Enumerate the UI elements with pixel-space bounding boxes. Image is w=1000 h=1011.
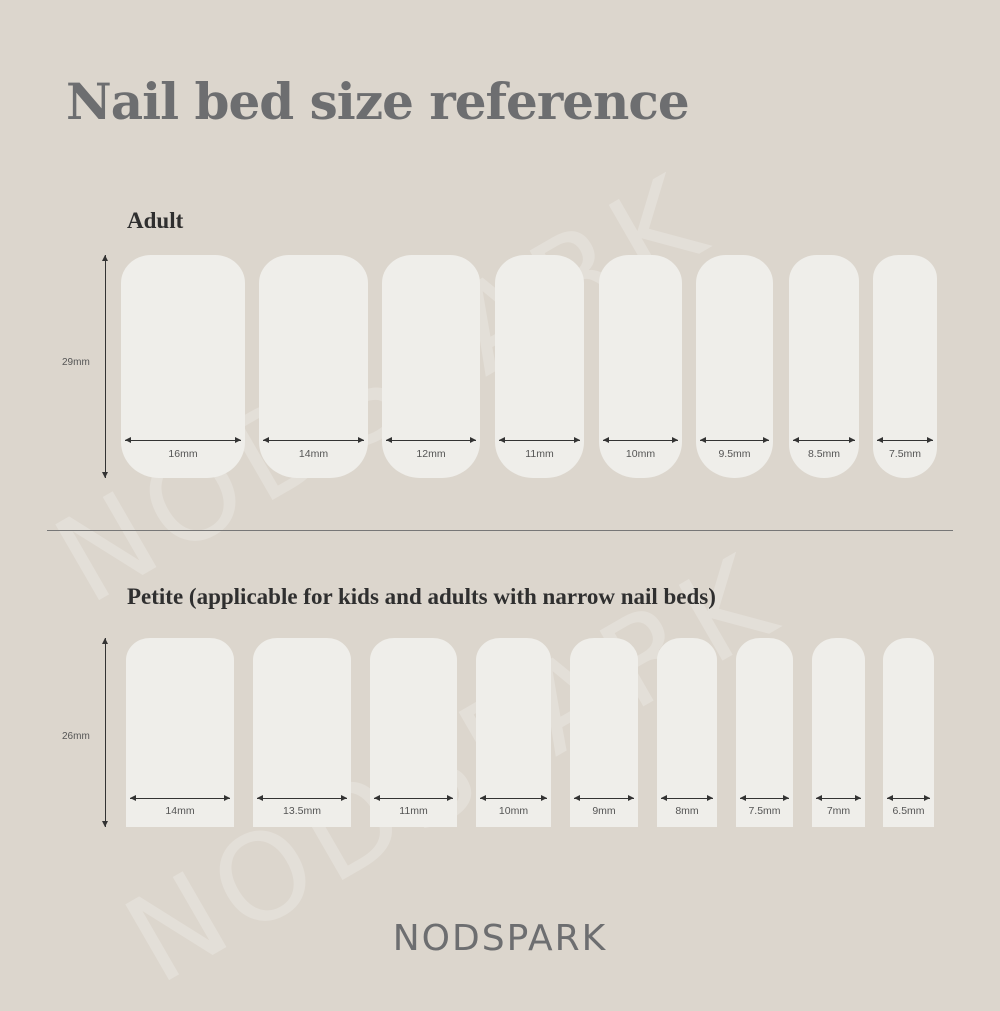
petite-nail: 9mm bbox=[570, 638, 638, 827]
width-label: 8.5mm bbox=[807, 448, 841, 460]
width-label: 16mm bbox=[168, 448, 198, 460]
width-arrow bbox=[740, 795, 789, 801]
page-title: Nail bed size reference bbox=[66, 72, 690, 131]
width-arrow bbox=[257, 795, 347, 801]
width-label: 9.5mm bbox=[718, 448, 751, 460]
section-divider bbox=[47, 530, 953, 531]
width-arrow bbox=[386, 437, 476, 443]
adult-nail: 7.5mm bbox=[873, 255, 937, 478]
width-arrow bbox=[816, 795, 861, 801]
width-arrow bbox=[130, 795, 230, 801]
petite-length-label: 26mm bbox=[62, 731, 90, 742]
petite-nail: 7mm bbox=[812, 638, 865, 827]
adult-length-arrow bbox=[102, 255, 108, 478]
width-label: 13.5mm bbox=[283, 805, 321, 817]
width-label: 7mm bbox=[826, 805, 851, 817]
petite-nail: 8mm bbox=[657, 638, 717, 827]
brand-logo: NODSPARK bbox=[392, 918, 608, 959]
width-label: 8mm bbox=[675, 805, 699, 817]
width-arrow bbox=[603, 437, 678, 443]
adult-nail: 8.5mm bbox=[789, 255, 859, 478]
adult-nail: 16mm bbox=[121, 255, 245, 478]
width-arrow bbox=[480, 795, 547, 801]
adult-nail: 9.5mm bbox=[696, 255, 773, 478]
width-label: 12mm bbox=[416, 448, 446, 460]
width-arrow bbox=[877, 437, 933, 443]
width-label: 10mm bbox=[498, 805, 529, 817]
width-arrow bbox=[374, 795, 453, 801]
adult-length-label: 29mm bbox=[62, 357, 90, 368]
width-arrow bbox=[574, 795, 634, 801]
adult-nail: 11mm bbox=[495, 255, 584, 478]
adult-nail: 10mm bbox=[599, 255, 682, 478]
width-arrow bbox=[263, 437, 364, 443]
width-label: 9mm bbox=[592, 805, 616, 817]
petite-heading: Petite (applicable for kids and adults w… bbox=[127, 584, 716, 609]
width-arrow bbox=[887, 795, 930, 801]
width-label: 11mm bbox=[525, 448, 554, 460]
width-arrow bbox=[700, 437, 769, 443]
adult-nail: 12mm bbox=[382, 255, 480, 478]
width-arrow bbox=[793, 437, 855, 443]
width-label: 10mm bbox=[625, 448, 656, 460]
petite-nail: 6.5mm bbox=[883, 638, 934, 827]
petite-nail: 13.5mm bbox=[253, 638, 351, 827]
petite-nail: 11mm bbox=[370, 638, 457, 827]
width-label: 6.5mm bbox=[892, 805, 925, 817]
width-arrow bbox=[125, 437, 241, 443]
width-arrow bbox=[661, 795, 713, 801]
width-label: 7.5mm bbox=[748, 805, 781, 817]
width-label: 14mm bbox=[298, 448, 329, 460]
petite-nail: 10mm bbox=[476, 638, 551, 827]
petite-nail: 14mm bbox=[126, 638, 234, 827]
petite-nail: 7.5mm bbox=[736, 638, 793, 827]
width-label: 7.5mm bbox=[888, 448, 922, 460]
width-label: 11mm bbox=[399, 805, 428, 817]
width-label: 14mm bbox=[165, 805, 195, 817]
width-arrow bbox=[499, 437, 580, 443]
adult-nail: 14mm bbox=[259, 255, 368, 478]
petite-length-arrow bbox=[102, 638, 108, 827]
adult-heading: Adult bbox=[127, 208, 184, 233]
